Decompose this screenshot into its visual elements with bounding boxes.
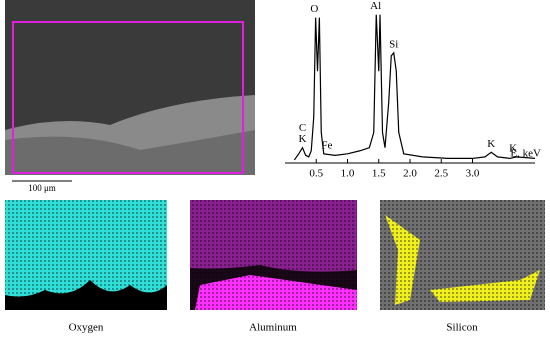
peak-label: K: [487, 138, 495, 150]
scale-label: 100 μm: [28, 183, 56, 193]
aluminum-map: [190, 200, 357, 310]
peak-label: Al: [370, 0, 381, 12]
peak-label: Si: [389, 38, 398, 50]
sem-image: [5, 0, 255, 175]
map-label: Oxygen: [69, 322, 104, 334]
spectrum-line: [293, 14, 536, 161]
peak-label: C: [299, 122, 306, 134]
map-label: Aluminum: [249, 322, 297, 334]
peak-label: K: [509, 142, 517, 154]
peak-label: O: [310, 3, 318, 15]
x-tick-label: 0.5: [309, 168, 323, 180]
silicon-map: [380, 200, 545, 310]
oxygen-map: [5, 200, 167, 310]
x-tick-label: 1.0: [341, 168, 355, 180]
map-label: Silicon: [446, 322, 478, 334]
peak-label: K: [299, 133, 307, 145]
x-tick-label: 1.5: [372, 168, 386, 180]
peak-label: Fe: [321, 139, 332, 151]
x-tick-label: 2.0: [403, 168, 417, 180]
x-tick-label: 2.5: [434, 168, 448, 180]
x-tick-label: 3.0: [466, 168, 480, 180]
